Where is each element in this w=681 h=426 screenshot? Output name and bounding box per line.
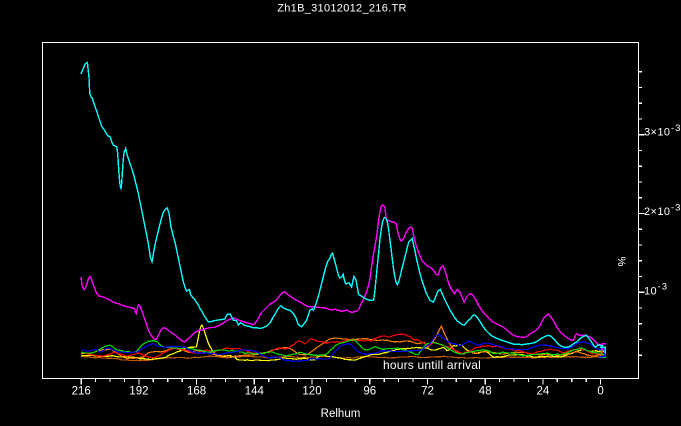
svg-text:120: 120 — [302, 386, 321, 398]
svg-text:0: 0 — [597, 386, 603, 398]
svg-text:144: 144 — [245, 386, 265, 398]
svg-text:24: 24 — [537, 386, 550, 398]
svg-text:Relhum: Relhum — [321, 408, 361, 420]
svg-text:hours untill arrival: hours untill arrival — [383, 358, 481, 372]
svg-text:168: 168 — [187, 386, 206, 398]
svg-text:96: 96 — [363, 386, 376, 398]
svg-text:%: % — [615, 257, 627, 267]
svg-text:72: 72 — [421, 386, 434, 398]
svg-text:216: 216 — [72, 386, 91, 398]
svg-text:48: 48 — [479, 386, 492, 398]
svg-text:192: 192 — [129, 386, 148, 398]
svg-text:Zh1B_31012012_216.TR: Zh1B_31012012_216.TR — [277, 3, 407, 15]
